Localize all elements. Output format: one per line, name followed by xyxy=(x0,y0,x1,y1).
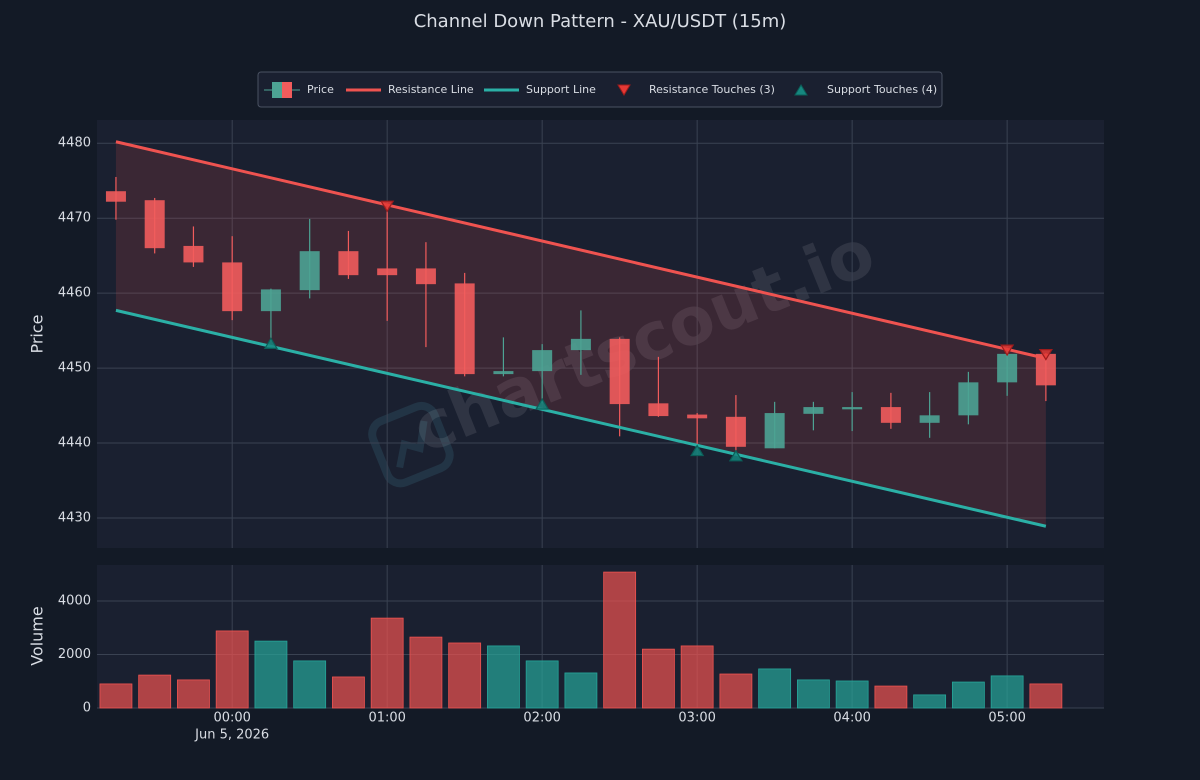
volume-bar xyxy=(409,636,443,709)
legend-icon xyxy=(617,84,631,96)
x-tick-label: 05:00 xyxy=(988,711,1025,726)
y-tick-label: 4450 xyxy=(58,361,91,376)
volume-bar xyxy=(177,679,210,709)
legend-label: Price xyxy=(307,83,334,96)
candle-body xyxy=(570,338,591,351)
legend-icon xyxy=(272,82,282,98)
y-tick-label: 4460 xyxy=(58,286,91,301)
legend-label: Resistance Touches (3) xyxy=(649,83,775,96)
legend-icon xyxy=(794,84,808,96)
candle-body xyxy=(532,350,553,372)
x-date-label: Jun 5, 2026 xyxy=(194,728,269,743)
y-axis-label: Volume xyxy=(28,606,47,666)
touch-marker xyxy=(690,444,705,457)
volume-bar xyxy=(758,668,792,709)
volume-bar xyxy=(448,642,482,709)
x-tick-label: 03:00 xyxy=(678,711,715,726)
candle-body xyxy=(958,382,979,416)
volume-bar xyxy=(951,681,985,709)
candle-body xyxy=(919,415,940,423)
candle-body xyxy=(764,413,785,449)
volume-bar xyxy=(293,660,327,709)
candle-body xyxy=(725,416,746,447)
volume-bar xyxy=(370,617,404,709)
touch-marker xyxy=(263,337,278,349)
x-tick-label: 02:00 xyxy=(523,711,560,726)
volume-bar xyxy=(990,675,1024,709)
volume-bar xyxy=(913,694,947,709)
x-tick-label: 00:00 xyxy=(213,711,250,726)
candle-body xyxy=(183,245,204,263)
x-tick-label: 01:00 xyxy=(368,711,405,726)
volume-bar xyxy=(1029,683,1063,709)
candle-body xyxy=(803,407,824,414)
volume-bar xyxy=(487,645,520,709)
touch-marker xyxy=(1000,344,1015,357)
volume-bar xyxy=(603,571,637,709)
candle-body xyxy=(880,407,901,423)
candle-body xyxy=(997,353,1018,383)
legend-label: Support Touches (4) xyxy=(827,83,937,96)
legend-icon xyxy=(282,82,292,98)
candle-body xyxy=(842,407,863,410)
volume-bar xyxy=(138,674,172,709)
candle-body xyxy=(1035,353,1056,386)
y-tick-label: 4440 xyxy=(58,436,91,451)
volume-bar xyxy=(796,679,830,709)
candle-body xyxy=(260,289,281,312)
touch-marker xyxy=(535,397,550,410)
candle-body xyxy=(454,283,475,375)
volume-bar xyxy=(332,676,365,709)
volume-bar xyxy=(835,680,869,709)
candle-body xyxy=(105,191,126,202)
y-axis-label: Price xyxy=(28,314,47,353)
volume-bar xyxy=(254,640,288,709)
volume-bar xyxy=(525,660,559,709)
y-tick-label: 4470 xyxy=(58,211,91,226)
touch-marker xyxy=(1038,349,1053,361)
candle-body xyxy=(338,251,359,276)
volume-bar xyxy=(215,630,249,709)
candle-body xyxy=(648,403,669,417)
y-tick-label: 2000 xyxy=(58,647,91,662)
candle-body xyxy=(377,268,398,276)
candle-body xyxy=(687,414,708,419)
y-tick-label: 4430 xyxy=(58,511,91,526)
candle-body xyxy=(222,262,243,312)
volume-bar xyxy=(564,672,598,709)
candle-body xyxy=(415,268,436,285)
candle-body xyxy=(609,338,630,405)
candle-body xyxy=(299,251,320,291)
volume-bar xyxy=(719,673,753,709)
touch-marker xyxy=(380,200,395,213)
watermark-logo xyxy=(368,401,454,488)
volume-bar xyxy=(874,685,908,709)
candle-body xyxy=(493,371,514,375)
y-tick-label: 0 xyxy=(83,701,91,716)
volume-bar xyxy=(642,648,675,709)
volume-bar xyxy=(99,683,133,709)
chart-title: Channel Down Pattern - XAU/USDT (15m) xyxy=(414,11,787,32)
legend-label: Support Line xyxy=(526,83,596,96)
legend-label: Resistance Line xyxy=(388,83,474,96)
touch-marker xyxy=(728,449,743,462)
y-tick-label: 4000 xyxy=(58,593,91,608)
trend-line xyxy=(115,140,1047,360)
y-tick-label: 4480 xyxy=(58,136,91,151)
x-tick-label: 04:00 xyxy=(833,711,870,726)
volume-bar xyxy=(680,645,714,709)
legend xyxy=(257,71,943,108)
candle-body xyxy=(144,200,165,249)
